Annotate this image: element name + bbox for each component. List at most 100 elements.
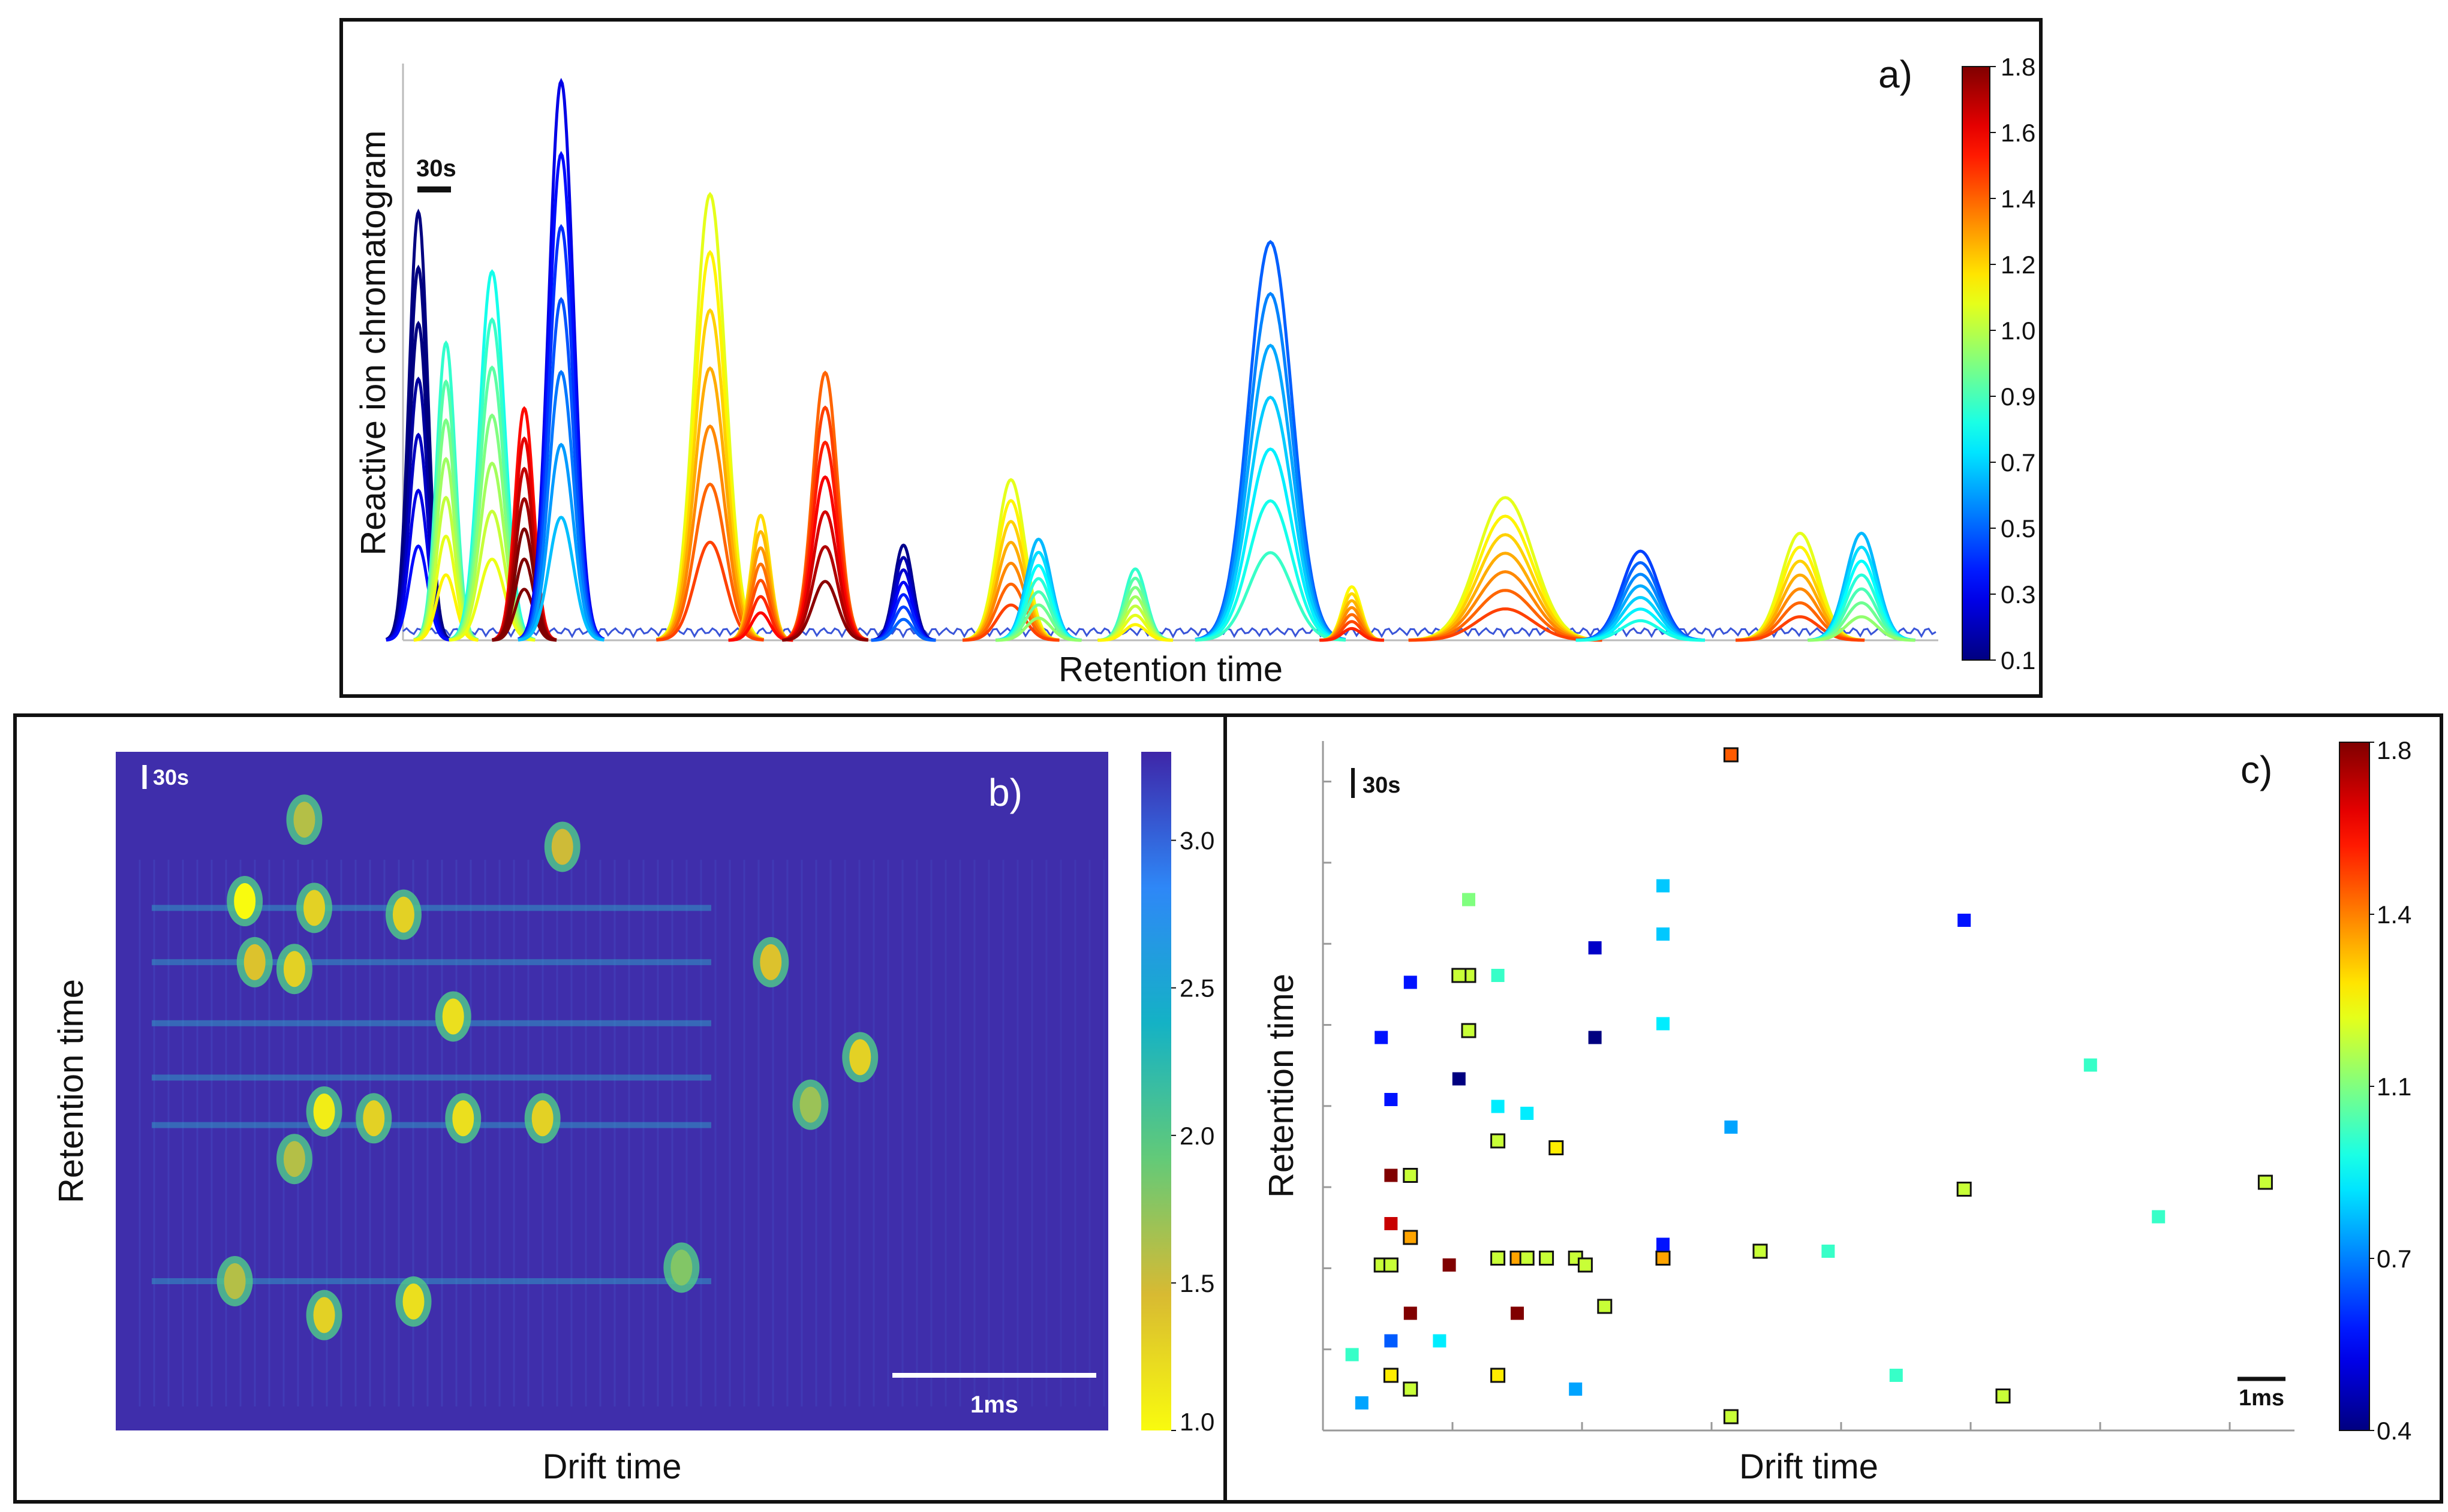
scatter-point [1889,1369,1903,1382]
scatter-point [1384,1334,1398,1348]
peak-trace [492,588,557,642]
scatter-point [1383,1257,1399,1273]
scatter-point [1656,1237,1670,1251]
chromatogram-plot: 30s a) Retention time Reactive ion chromato… [354,53,2035,689]
scatter-point [1452,1072,1466,1086]
scatter-point [1724,1121,1738,1134]
colorbar-tick-label: 1.0 [2001,317,2035,345]
colorbar-tick-label: 0.7 [2377,1245,2411,1273]
peak-trace [1319,627,1384,642]
spot-core [402,1283,425,1320]
scatter-point [1656,879,1670,893]
spot-core [849,1039,871,1076]
spot-core [293,802,315,838]
peak-trace [1408,533,1602,642]
scatter-point [2257,1174,2273,1190]
peak-trace [518,369,605,641]
scatter-point [1384,1093,1398,1106]
peak-trace [871,568,936,642]
spot-core [283,1141,305,1177]
peak-trace [518,516,605,642]
peak-trace [386,488,451,641]
peak-11 [996,537,1082,642]
scatter-point [2152,1210,2166,1224]
colorbar-tick-label: 1.0 [1180,1408,1214,1436]
scatter-point [1548,1140,1564,1155]
peak-trace [962,603,1060,642]
spot-12 [753,936,789,987]
spot-core [313,1093,335,1130]
scatter-point [1451,968,1467,983]
colorbar [1962,66,1990,661]
spot-core [551,829,573,865]
peak-trace [1195,551,1346,642]
scatter-point [1588,941,1602,954]
spot-core [799,1086,822,1123]
scatter-point [1520,1107,1534,1120]
spot-20 [216,1255,253,1306]
peak-trace [449,461,536,641]
scatter-point [1957,914,1971,927]
peak-18 [1808,531,1915,642]
scatter-point [1355,1396,1369,1409]
colorbar-tick-label: 1.4 [2001,185,2035,213]
spot-11 [276,1134,312,1185]
peak-trace [1195,344,1346,641]
scale-bar-y-label: 30s [153,765,189,790]
scatter-point [1491,1100,1505,1113]
peak-16 [1575,549,1705,642]
scatter-point [1403,1381,1418,1397]
spot-core [760,944,782,980]
peak-5 [517,77,605,642]
peak-trace [1195,499,1346,641]
peak-trace [1808,615,1915,642]
panel-c: 30s 1ms c) Drift time Retention time 0.4 0.7 1.… [1223,713,2443,1504]
colorbar-tick-label: 0.1 [2001,646,2035,674]
peak-trace [1408,552,1602,642]
scatter-point [1384,1168,1398,1182]
scatter-point [1462,893,1475,906]
peak-trace [871,543,936,642]
peak-trace [449,558,536,642]
peak-15 [1408,496,1602,642]
scatter-point [1383,1368,1399,1383]
colorbar-tick-label: 1.1 [2377,1073,2411,1101]
scatter-point [1956,1182,1972,1197]
panel-a: 30s a) Retention time Reactive ion chromato… [339,18,2043,698]
scatter-point [1588,1031,1602,1044]
spot-core [452,1100,474,1137]
peak-7 [728,513,793,642]
spot-19 [306,1290,342,1341]
peak-9 [871,543,936,642]
spot-18 [395,1276,432,1327]
scatter-point [1490,1133,1506,1149]
spot-core [303,890,325,926]
panel-label: a) [1878,53,1912,96]
spot-17 [663,1242,700,1293]
peak-trace [1408,607,1602,642]
scatter-point [1442,1258,1456,1272]
spot-core [670,1249,693,1286]
spot-core [392,896,414,933]
spot-2 [296,882,332,933]
colorbar-tick-label: 1.2 [2001,251,2035,279]
scale-bar-label: 30s [416,155,456,182]
spot-3 [385,889,422,940]
panel-b: 30s 1ms b) Drift time Retention time 1.0 1.5 2.… [13,713,1233,1504]
scatter-point [1519,1251,1535,1266]
colorbar-tick-label: 1.4 [2377,900,2411,929]
peak-trace [871,618,936,642]
x-axis-label: Retention time [1058,650,1283,689]
peak-14 [1319,585,1384,642]
spot-4 [236,936,273,987]
spot-16 [286,794,323,845]
scatter-point [1375,1031,1388,1044]
scatter-point [1345,1348,1359,1362]
peak-trace [413,573,479,642]
spot-core [363,1100,385,1137]
peak-13 [1195,240,1346,642]
scatter-point [1461,1023,1476,1038]
peak-trace [782,580,868,642]
peak-trace [1736,615,1865,642]
colorbar [2339,742,2370,1431]
